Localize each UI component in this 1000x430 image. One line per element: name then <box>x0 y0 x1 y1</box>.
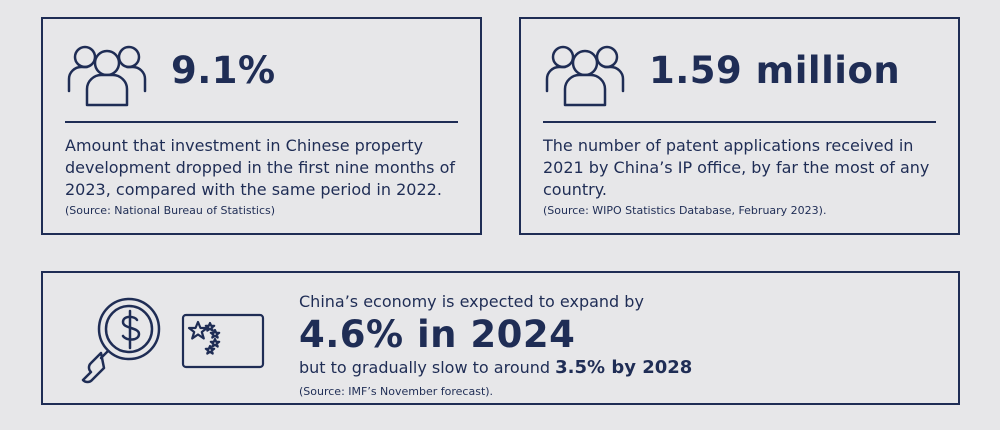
patent-stat-card: 1.59 million The number of patent applic… <box>519 17 960 235</box>
followup-value: 3.5% by 2028 <box>555 357 693 378</box>
stat-value: 9.1% <box>171 49 276 92</box>
stat-description: Amount that investment in Chinese proper… <box>65 135 470 219</box>
followup-text: but to gradually slow to around <box>299 358 556 377</box>
forecast-intro: China’s economy is expected to expand by <box>299 292 644 311</box>
description-text: The number of patent applications receiv… <box>543 136 930 199</box>
description-text: Amount that investment in Chinese proper… <box>65 136 455 199</box>
forecast-value: 4.6% in 2024 <box>299 313 576 356</box>
people-icon <box>67 45 147 107</box>
investment-stat-card: 9.1% Amount that investment in Chinese p… <box>41 17 482 235</box>
source-text: (Source: WIPO Statistics Database, Febru… <box>543 204 827 217</box>
magnifier-dollar-icon <box>81 297 161 384</box>
stat-value: 1.59 million <box>649 49 901 92</box>
forecast-followup: but to gradually slow to around 3.5% by … <box>299 357 692 379</box>
china-flag-icon <box>181 313 265 369</box>
forecast-text: China’s economy is expected to expand by… <box>299 291 692 401</box>
source-text: (Source: IMF’s November forecast). <box>299 385 494 398</box>
source-text: (Source: National Bureau of Statistics) <box>65 204 276 217</box>
people-icon <box>545 45 625 107</box>
gdp-forecast-card: China’s economy is expected to expand by… <box>41 271 960 405</box>
divider <box>65 121 458 123</box>
divider <box>543 121 936 123</box>
stat-description: The number of patent applications receiv… <box>543 135 948 219</box>
